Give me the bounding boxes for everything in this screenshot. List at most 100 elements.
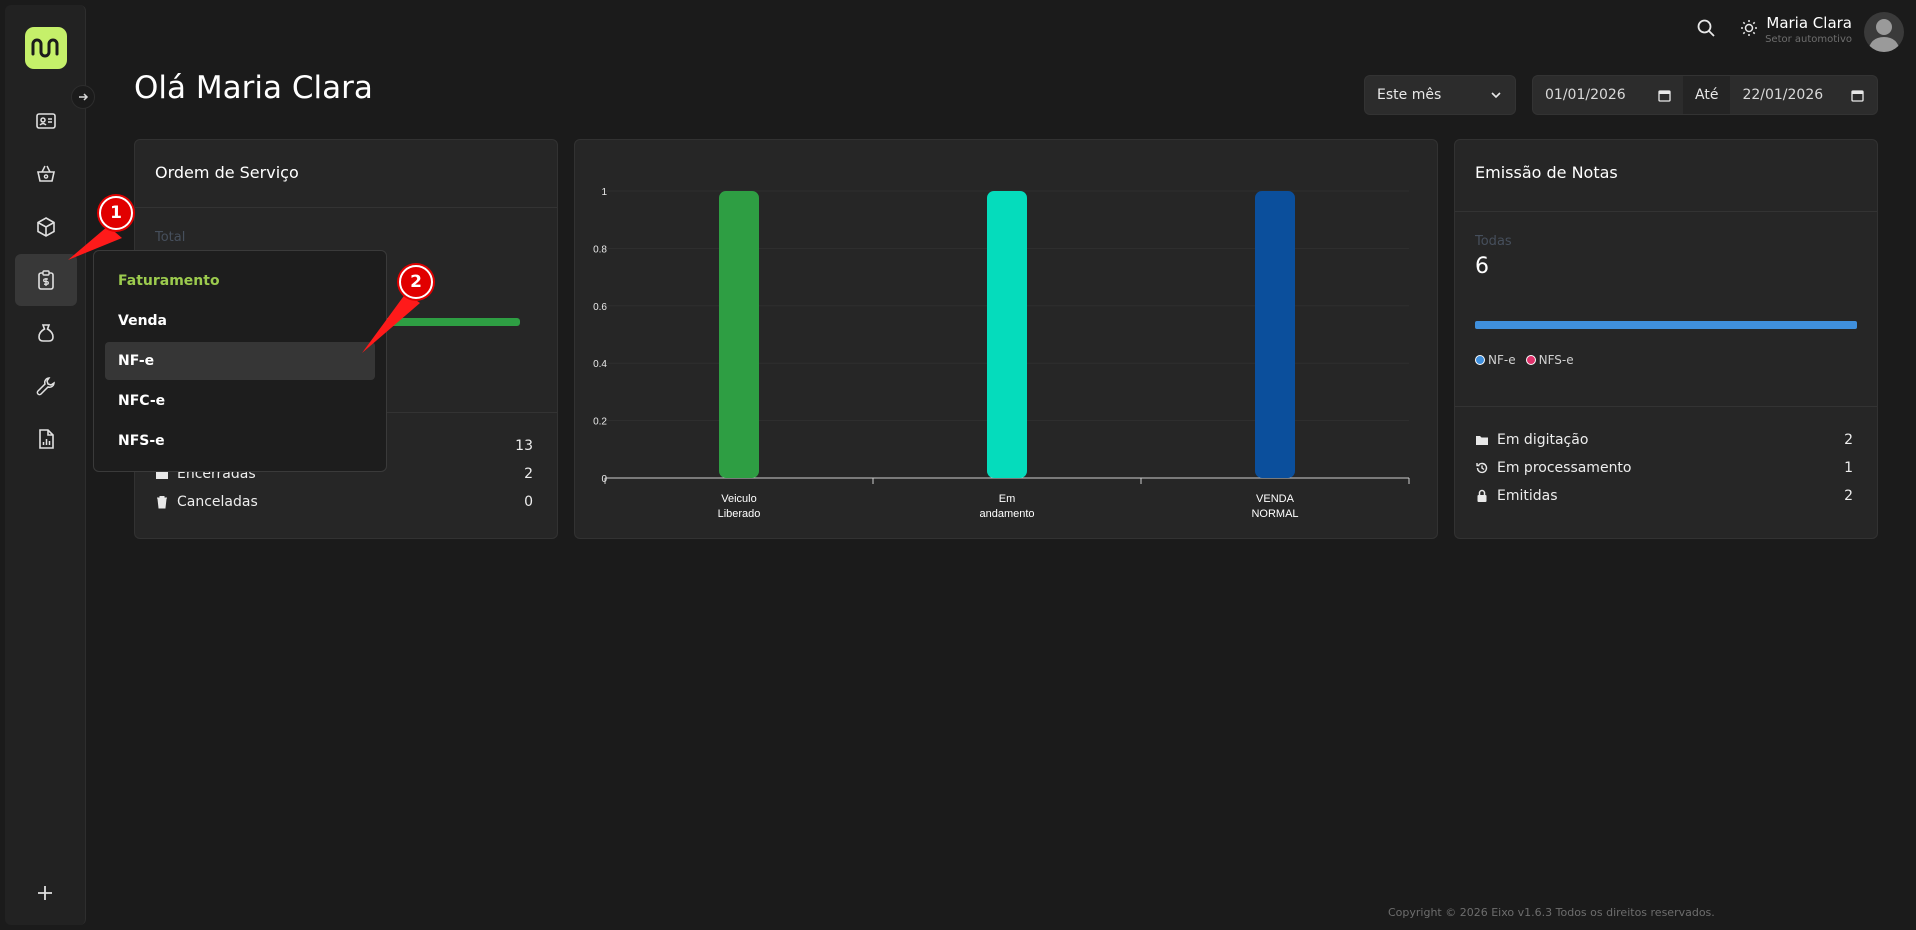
bar — [987, 191, 1027, 478]
report-icon — [39, 429, 54, 449]
search-icon — [1697, 19, 1715, 37]
legend-item-nfse[interactable]: NFS-e — [1525, 353, 1574, 367]
menu-item-venda[interactable]: Venda — [118, 313, 167, 329]
total-label: Total — [155, 230, 186, 245]
row-value: 1 — [1844, 460, 1853, 476]
calendar-icon — [1658, 89, 1671, 102]
y-tick-label: 1 — [601, 187, 607, 198]
logo-icon — [31, 38, 59, 58]
menu-item-nfe[interactable]: NF-e — [105, 342, 375, 380]
divider — [1455, 406, 1877, 407]
menu-item-nfse[interactable]: NFS-e — [118, 433, 165, 449]
y-tick-label: 0.6 — [593, 302, 607, 313]
chevron-down-icon — [1491, 92, 1501, 99]
basket-icon — [37, 165, 55, 182]
date-from-input[interactable]: 01/01/2026 — [1533, 76, 1683, 114]
row-label: Em digitação — [1497, 432, 1589, 448]
annotation-arrow — [68, 226, 122, 260]
divider — [135, 207, 557, 208]
sidebar-item-financeiro[interactable] — [15, 307, 77, 359]
calendar-icon — [1851, 89, 1865, 102]
page-title: Olá Maria Clara — [134, 70, 373, 106]
date-from-value: 01/01/2026 — [1545, 87, 1626, 103]
arrow-right-icon — [79, 93, 89, 101]
sidebar-item-relatorios[interactable] — [15, 413, 77, 465]
menu-header: Faturamento — [118, 273, 220, 289]
lock-icon — [1477, 489, 1487, 502]
sidebar-item-faturamento[interactable] — [15, 254, 77, 306]
billing-icon — [38, 270, 54, 290]
tools-icon — [36, 377, 55, 396]
add-button[interactable] — [35, 883, 55, 907]
plus-icon — [38, 886, 52, 900]
row-value: 2 — [1844, 488, 1853, 504]
y-tick-label: 0.2 — [593, 417, 607, 428]
sun-icon — [1741, 20, 1757, 36]
list-item: Emitidas 2 — [1475, 488, 1853, 504]
faturamento-menu: Faturamento Venda NF-e NFC-e NFS-e — [93, 250, 387, 472]
chart-card: 1 0.8 0.6 0.4 0.2 0 Veiculo Liberado Em andamento… — [574, 139, 1438, 539]
legend: NF-e NFS-e — [1475, 353, 1574, 367]
bar — [1255, 191, 1295, 478]
legend-label: NF-e — [1488, 353, 1516, 367]
y-tick-label: 0.8 — [593, 244, 607, 255]
annotation-marker: 1 — [99, 196, 133, 230]
list-item: 13 — [155, 438, 533, 454]
history-icon — [1476, 462, 1488, 474]
card-title: Emissão de Notas — [1475, 163, 1618, 182]
sidebar-expand-button[interactable] — [71, 85, 95, 109]
row-value: 2 — [524, 466, 533, 482]
all-label: Todas — [1475, 234, 1512, 249]
trash-icon — [157, 496, 167, 509]
row-value: 13 — [515, 438, 533, 454]
box-icon — [37, 217, 55, 237]
list-item: Canceladas 0 — [155, 494, 533, 510]
theme-toggle-button[interactable] — [1739, 18, 1759, 42]
y-tick-label: 0.4 — [593, 359, 607, 370]
legend-item-nfe[interactable]: NF-e — [1475, 353, 1516, 367]
x-tick-label: Liberado — [718, 508, 761, 520]
y-tick-label: 0 — [601, 474, 607, 485]
date-to-label: Até — [1683, 76, 1731, 114]
date-range: 01/01/2026 Até 22/01/2026 — [1532, 75, 1878, 115]
sidebar-item-produtos[interactable] — [15, 201, 77, 253]
legend-label: NFS-e — [1538, 353, 1574, 367]
avatar[interactable] — [1864, 12, 1904, 52]
search-button[interactable] — [1696, 18, 1716, 42]
all-value: 6 — [1475, 254, 1489, 279]
progress-bar — [1475, 321, 1857, 329]
divider — [1455, 211, 1877, 212]
sidebar-item-servicos[interactable] — [15, 360, 77, 412]
row-value: 2 — [1844, 432, 1853, 448]
legend-dot — [1525, 355, 1536, 365]
sidebar — [5, 5, 95, 925]
row-value: 0 — [524, 494, 533, 510]
user-name[interactable]: Maria Clara — [1766, 14, 1852, 32]
folder-icon — [1476, 436, 1488, 445]
id-card-icon — [36, 113, 56, 129]
bar — [719, 191, 759, 478]
sidebar-item-cadastros[interactable] — [15, 95, 77, 147]
app-logo[interactable] — [25, 27, 67, 69]
period-select[interactable]: Este mês — [1364, 75, 1516, 115]
period-select-value: Este mês — [1377, 87, 1442, 103]
x-tick-label: VENDA — [1256, 493, 1295, 505]
list-item: Em processamento 1 — [1475, 460, 1853, 476]
x-tick-label: Em — [999, 493, 1016, 505]
folder-icon — [156, 470, 168, 479]
annotation-marker: 2 — [399, 265, 433, 299]
annotation-arrow — [362, 293, 420, 353]
row-label: Emitidas — [1497, 488, 1558, 504]
row-label: Canceladas — [177, 494, 258, 510]
date-to-value: 22/01/2026 — [1742, 87, 1824, 103]
money-bag-icon — [38, 324, 54, 342]
sidebar-item-vendas[interactable] — [15, 148, 77, 200]
x-tick-label: Veiculo — [721, 493, 756, 505]
date-to-input[interactable]: 22/01/2026 — [1730, 76, 1876, 114]
menu-item-nfce[interactable]: NFC-e — [118, 393, 166, 409]
footer-copyright: Copyright © 2026 Eixo v1.6.3 Todos os di… — [1388, 906, 1715, 919]
user-sector: Setor automotivo — [1765, 34, 1852, 45]
row-label: Em processamento — [1497, 460, 1632, 476]
user-avatar-icon — [1868, 19, 1900, 52]
